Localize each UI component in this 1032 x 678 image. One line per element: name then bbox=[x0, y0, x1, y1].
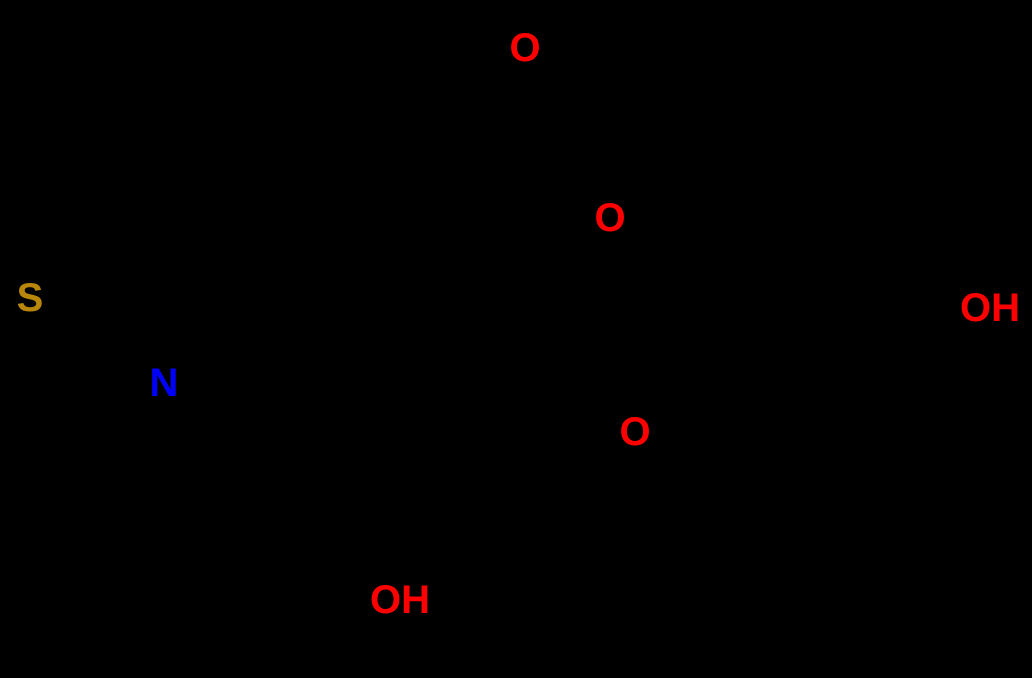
atom-label-O5: O bbox=[594, 196, 625, 240]
atom-label-S14: S bbox=[17, 276, 44, 320]
molecule-diagram: O O OH N S OH O bbox=[0, 0, 1032, 678]
atom-label-O1: O bbox=[509, 26, 540, 70]
atom-label-OH9: OH bbox=[960, 286, 1020, 330]
atom-label-OH17: OH bbox=[370, 578, 430, 622]
diagram-background bbox=[0, 0, 1032, 678]
atom-label-N12: N bbox=[150, 361, 179, 405]
atom-label-O20: O bbox=[619, 410, 650, 454]
